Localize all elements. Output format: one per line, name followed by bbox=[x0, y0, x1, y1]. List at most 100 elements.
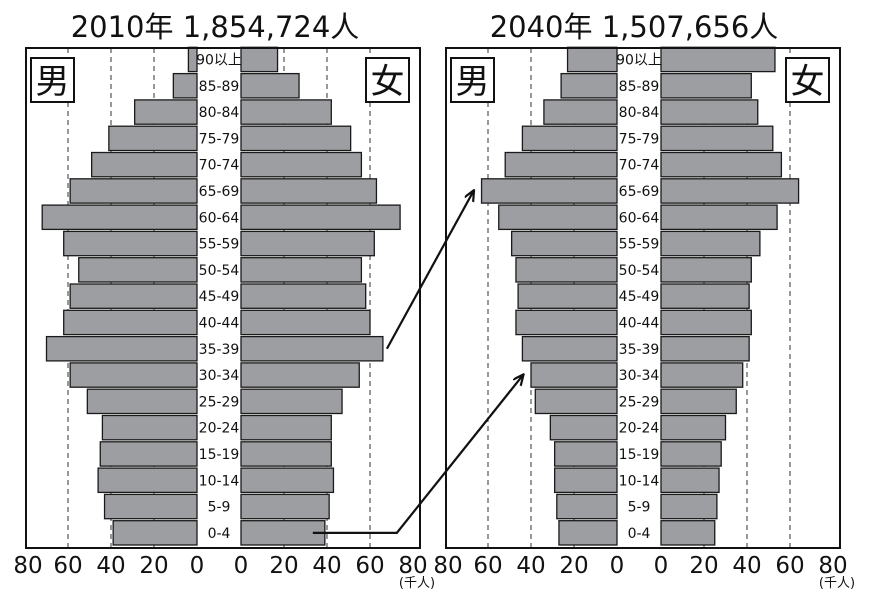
age-label-50-54: 50-54 bbox=[199, 263, 240, 279]
x-axis-ticks-2040: 80 60 40 20 0 0 20 40 60 80 bbox=[433, 553, 847, 579]
bar-male-30-34 bbox=[530, 362, 618, 388]
bar-female-10-14 bbox=[240, 467, 335, 494]
age-label-75-79: 75-79 bbox=[199, 131, 240, 147]
age-label-80-84: 80-84 bbox=[199, 105, 240, 121]
bar-male-20-24 bbox=[101, 414, 198, 441]
cohort-arrow-0-4-to-30-34 bbox=[312, 375, 523, 534]
age-label-25-29: 25-29 bbox=[199, 394, 240, 410]
x-tick-label: 40 bbox=[96, 553, 125, 579]
bar-female-5-9 bbox=[240, 493, 330, 520]
x-tick-label: 20 bbox=[139, 553, 168, 579]
bar-female-5-9 bbox=[660, 493, 718, 520]
bar-male-85-89 bbox=[560, 72, 618, 99]
female-label-2040: 女 bbox=[791, 62, 825, 102]
bar-female-30-34 bbox=[660, 362, 744, 388]
age-label-80-84: 80-84 bbox=[619, 105, 660, 121]
bar-male-20-24 bbox=[549, 414, 618, 441]
female-label-box-2040 bbox=[785, 57, 830, 103]
pyramid-frame-2040 bbox=[445, 47, 841, 549]
age-label-55-59: 55-59 bbox=[619, 237, 660, 253]
bar-female-75-79 bbox=[240, 125, 352, 152]
age-label-35-39: 35-39 bbox=[619, 342, 660, 358]
male-label-box-2010 bbox=[30, 57, 75, 103]
pyramid-title-2040: 2040年 1,507,656人 bbox=[490, 10, 779, 44]
bar-female-60-64 bbox=[240, 204, 401, 231]
bar-female-20-24 bbox=[240, 414, 332, 441]
bar-female-50-54 bbox=[660, 257, 752, 283]
bar-male-65-69 bbox=[480, 178, 618, 204]
age-label-40-44: 40-44 bbox=[619, 315, 660, 331]
age-label-45-49: 45-49 bbox=[619, 289, 660, 305]
age-label-70-74: 70-74 bbox=[619, 158, 660, 174]
bar-male-40-44 bbox=[515, 309, 618, 336]
bar-male-35-39 bbox=[45, 335, 198, 362]
age-label-40-44: 40-44 bbox=[199, 315, 240, 331]
bar-female-20-24 bbox=[660, 414, 727, 441]
age-label-5-9: 5-9 bbox=[628, 500, 651, 516]
bar-male-15-19 bbox=[554, 441, 618, 467]
bar-male-70-74 bbox=[91, 151, 198, 178]
bar-male-70-74 bbox=[504, 151, 618, 178]
bar-female-25-29 bbox=[240, 388, 343, 415]
cohort-arrow-35-39-to-65-69 bbox=[385, 191, 474, 350]
bar-male-55-59 bbox=[63, 230, 198, 257]
bar-female-60-64 bbox=[660, 204, 778, 231]
bar-female-85-89 bbox=[660, 72, 752, 99]
bar-female-0-4 bbox=[660, 520, 716, 546]
bar-male-0-4 bbox=[112, 520, 198, 546]
bar-male-80-84 bbox=[543, 99, 618, 125]
pyramid-title-2010: 2010年 1,854,724人 bbox=[71, 10, 360, 44]
bar-female-15-19 bbox=[240, 441, 332, 467]
age-label-30-34: 30-34 bbox=[619, 368, 660, 384]
x-tick-label: 0 bbox=[190, 553, 205, 579]
cohort-arrows bbox=[312, 191, 523, 534]
pyramid-frame-2010 bbox=[25, 47, 421, 549]
bar-female-55-59 bbox=[240, 230, 375, 257]
age-label-65-69: 65-69 bbox=[619, 184, 660, 200]
pyramid-panel-2010: 0-4 5-9 10-14 15-19 20-24 25-29 30-34 35-39 40-4… bbox=[41, 46, 401, 548]
female-label-box-2010 bbox=[365, 57, 410, 103]
bar-male-75-79 bbox=[521, 125, 618, 152]
age-label-25-29: 25-29 bbox=[619, 394, 660, 410]
bar-female-85-89 bbox=[240, 72, 300, 99]
x-tick-label: 40 bbox=[732, 553, 761, 579]
bar-male-35-39 bbox=[521, 335, 618, 362]
male-label-box-2040 bbox=[450, 57, 495, 103]
bar-male-80-84 bbox=[133, 99, 198, 125]
x-tick-label: 0 bbox=[234, 553, 249, 579]
x-tick-label: 80 bbox=[13, 553, 42, 579]
bar-female-45-49 bbox=[240, 283, 367, 309]
age-label-5-9: 5-9 bbox=[208, 500, 231, 516]
bar-female-75-79 bbox=[660, 125, 774, 152]
bar-female-40-44 bbox=[660, 309, 752, 336]
unit-label-2040: (千人) bbox=[819, 576, 855, 590]
x-axis-ticks-2010: 80 60 40 20 0 0 20 40 60 80 bbox=[13, 553, 427, 579]
x-tick-label: 60 bbox=[473, 553, 502, 579]
bar-male-75-79 bbox=[108, 125, 198, 152]
age-label-50-54: 50-54 bbox=[619, 263, 660, 279]
bar-male-90以上 bbox=[566, 46, 618, 73]
male-label-2010: 男 bbox=[36, 62, 70, 102]
bar-female-10-14 bbox=[660, 467, 720, 494]
bar-female-80-84 bbox=[240, 99, 332, 125]
age-label-90以上: 90以上 bbox=[196, 52, 242, 68]
x-tick-label: 20 bbox=[689, 553, 718, 579]
x-tick-label: 60 bbox=[355, 553, 384, 579]
bar-male-10-14 bbox=[554, 467, 618, 494]
male-label-2040: 男 bbox=[456, 62, 490, 102]
bar-female-35-39 bbox=[240, 335, 384, 362]
bar-male-55-59 bbox=[510, 230, 618, 257]
bar-female-0-4 bbox=[240, 520, 326, 546]
age-label-55-59: 55-59 bbox=[199, 237, 240, 253]
age-label-10-14: 10-14 bbox=[619, 473, 660, 489]
age-label-15-19: 15-19 bbox=[619, 447, 660, 463]
bar-female-30-34 bbox=[240, 362, 360, 388]
bar-female-90以上 bbox=[660, 46, 776, 73]
bar-female-55-59 bbox=[660, 230, 761, 257]
bar-female-45-49 bbox=[660, 283, 750, 309]
x-tick-label: 40 bbox=[516, 553, 545, 579]
bar-male-45-49 bbox=[517, 283, 618, 309]
pyramid-panel-2040: 0-4 5-9 10-14 15-19 20-24 25-29 30-34 35-39 40-4… bbox=[480, 46, 800, 548]
bar-female-35-39 bbox=[660, 335, 750, 362]
